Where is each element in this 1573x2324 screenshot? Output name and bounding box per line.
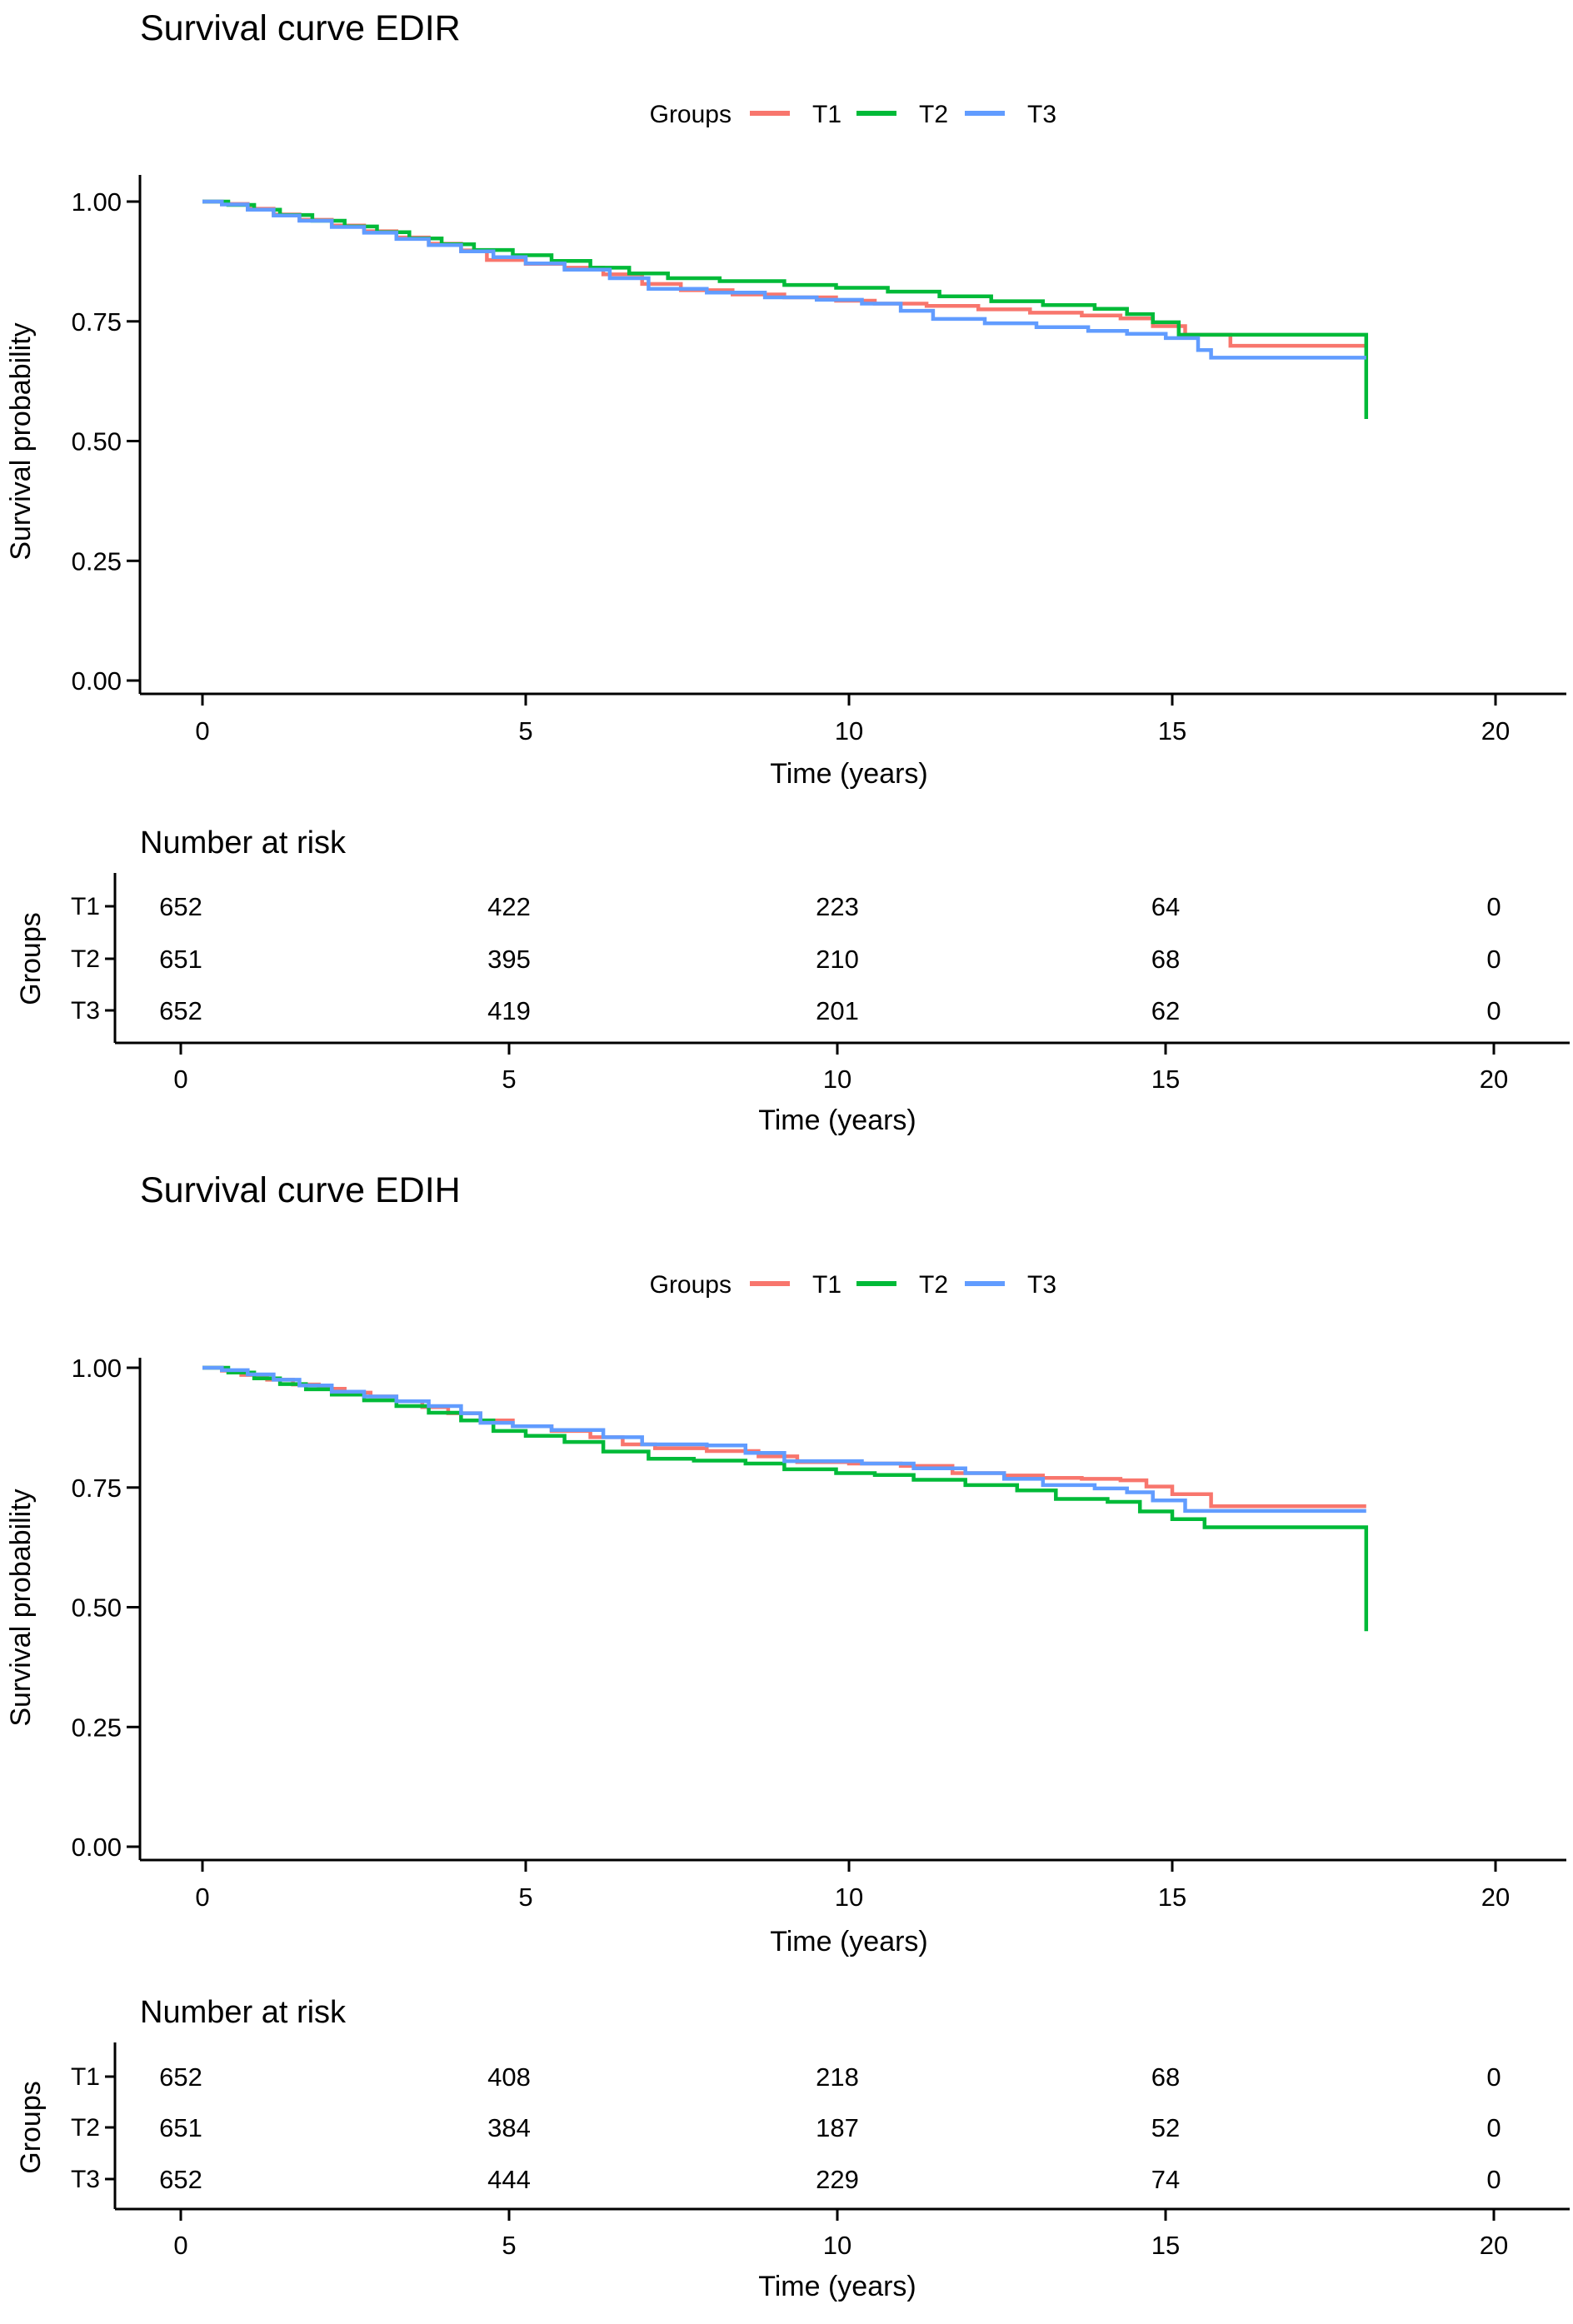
risk-count: 52 [1151,2113,1180,2142]
y-tick-label: 0.75 [72,1474,122,1503]
survival-curve-t1 [202,199,1366,348]
risk-table-y-title: Groups [15,2081,47,2174]
y-tick-label: 1.00 [72,187,122,217]
risk-count: 68 [1151,2062,1180,2092]
risk-count: 218 [816,2062,859,2092]
x-tick-label: 20 [1481,716,1510,746]
table-x-tick-label: 0 [173,1065,187,1094]
x-tick-label: 5 [518,1883,532,1912]
risk-count: 201 [816,996,859,1025]
risk-count: 0 [1486,2113,1501,2142]
risk-count: 651 [159,945,202,974]
legend-label-t2: T2 [919,1271,948,1299]
risk-count: 651 [159,2113,202,2142]
legend-label-t1: T1 [812,101,841,128]
risk-count: 0 [1486,996,1501,1025]
x-tick-label: 5 [518,716,532,746]
risk-count: 0 [1486,945,1501,974]
survival-curve-t3 [202,199,1366,360]
legend-title: Groups [650,1271,732,1299]
x-tick-label: 0 [195,1883,209,1912]
table-x-axis-title: Time (years) [758,2271,916,2302]
table-x-tick-label: 5 [502,1065,516,1094]
legend-label-t3: T3 [1027,101,1056,128]
plot-title: Survival curve EDIR [140,8,461,48]
table-x-tick-label: 15 [1151,1065,1180,1094]
y-tick-label: 1.00 [72,1354,122,1383]
x-axis-title: Time (years) [770,1926,928,1957]
y-tick-label: 0.50 [72,427,122,456]
table-x-tick-label: 0 [173,2231,187,2260]
risk-table-y-title: Groups [15,912,47,1005]
table-x-tick-label: 15 [1151,2231,1180,2260]
risk-count: 223 [816,892,859,921]
y-tick-label: 0.25 [72,1713,122,1742]
x-tick-label: 10 [835,1883,863,1912]
survival-curve-t3 [202,1365,1366,1514]
risk-count: 419 [487,996,531,1025]
legend-label-t2: T2 [919,101,948,128]
x-tick-label: 20 [1481,1883,1510,1912]
risk-count: 652 [159,2062,202,2092]
risk-table-title: Number at risk [140,825,347,860]
x-tick-label: 15 [1158,716,1186,746]
risk-count: 0 [1486,2062,1501,2092]
y-tick-label: 0.00 [72,1833,122,1862]
risk-row-label-t2: T2 [71,2114,100,2142]
risk-row-label-t3: T3 [71,997,100,1025]
risk-count: 187 [816,2113,859,2142]
y-tick-label: 0.75 [72,307,122,337]
risk-count: 384 [487,2113,531,2142]
risk-count: 0 [1486,2165,1501,2194]
x-tick-label: 15 [1158,1883,1186,1912]
legend-label-t3: T3 [1027,1271,1056,1299]
plot-title: Survival curve EDIH [140,1170,461,1210]
risk-count: 408 [487,2062,531,2092]
risk-count: 652 [159,892,202,921]
risk-row-label-t1: T1 [71,2063,100,2091]
risk-count: 74 [1151,2165,1180,2194]
risk-count: 652 [159,996,202,1025]
risk-count: 444 [487,2165,531,2194]
risk-table-title: Number at risk [140,1995,347,2030]
risk-row-label-t3: T3 [71,2166,100,2193]
table-x-axis-title: Time (years) [758,1105,916,1136]
y-tick-label: 0.25 [72,546,122,576]
legend-label-t1: T1 [812,1271,841,1299]
risk-row-label-t1: T1 [71,893,100,920]
risk-count: 229 [816,2165,859,2194]
risk-count: 422 [487,892,531,921]
survival-curve-t2 [202,199,1369,419]
x-tick-label: 10 [835,716,863,746]
x-axis-title: Time (years) [770,758,928,790]
table-x-tick-label: 10 [823,2231,851,2260]
y-tick-label: 0.50 [72,1593,122,1623]
survival-curve-t2 [202,1365,1369,1632]
x-tick-label: 0 [195,716,209,746]
y-axis-title: Survival probability [5,322,37,560]
survival-curve-t1 [202,1365,1366,1509]
risk-count: 395 [487,945,531,974]
risk-count: 652 [159,2165,202,2194]
table-x-tick-label: 5 [502,2231,516,2260]
legend-title: Groups [650,101,732,128]
y-axis-title: Survival probability [5,1489,37,1726]
risk-count: 64 [1151,892,1180,921]
table-x-tick-label: 10 [823,1065,851,1094]
table-x-tick-label: 20 [1480,1065,1508,1094]
risk-count: 210 [816,945,859,974]
risk-count: 68 [1151,945,1180,974]
y-tick-label: 0.00 [72,666,122,696]
risk-row-label-t2: T2 [71,945,100,973]
table-x-tick-label: 20 [1480,2231,1508,2260]
risk-count: 0 [1486,892,1501,921]
risk-count: 62 [1151,996,1180,1025]
